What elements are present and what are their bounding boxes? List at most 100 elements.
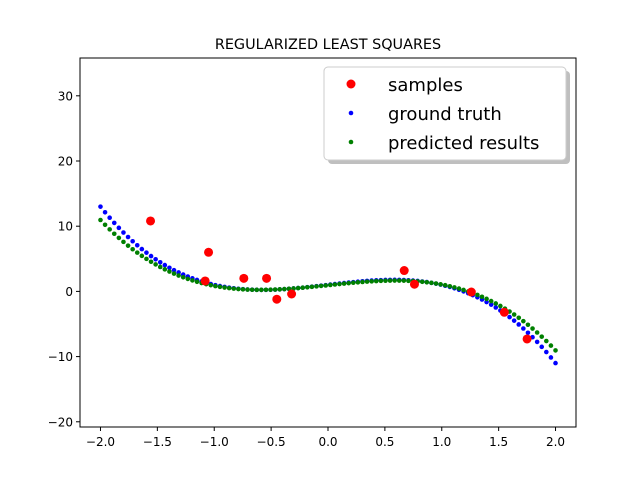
samples-point xyxy=(499,307,509,317)
predicted-results-point xyxy=(355,280,361,285)
predicted-results-point xyxy=(475,292,480,298)
ground-truth-point xyxy=(157,259,163,265)
x-tick-label: 0.5 xyxy=(375,435,394,449)
predicted-results-point xyxy=(511,312,517,317)
predicted-results-point xyxy=(452,285,457,290)
predicted-results-point xyxy=(134,250,140,255)
ground-truth-point xyxy=(102,210,108,215)
predicted-results-point xyxy=(360,279,365,285)
predicted-results-point xyxy=(530,326,535,331)
predicted-results-point xyxy=(116,235,122,241)
predicted-results-point xyxy=(277,287,283,292)
x-tick-label: 2.0 xyxy=(546,435,565,449)
predicted-results-point xyxy=(392,278,397,283)
samples-point xyxy=(409,279,419,289)
axes: −2.0 −1.5 −1.0 −0.5 0.0 0.5 1.0 1.5 2.0 −20 −10 0 10… xyxy=(48,89,565,449)
ground-truth-point xyxy=(553,360,558,366)
predicted-results-point xyxy=(309,284,315,290)
predicted-results-point xyxy=(139,253,145,259)
predicted-results-point xyxy=(300,285,306,290)
ground-truth-point xyxy=(171,267,177,273)
predicted-results-point xyxy=(144,256,149,262)
predicted-results-point xyxy=(378,278,384,284)
predicted-results-point xyxy=(148,259,154,265)
predicted-results-point xyxy=(272,287,278,292)
legend-label-predicted-results: predicted results xyxy=(388,133,539,154)
predicted-results-point xyxy=(226,285,232,291)
y-tick-label: 10 xyxy=(58,220,73,234)
ground-truth-point xyxy=(488,302,494,307)
samples-point xyxy=(200,276,210,286)
legend-marker-ground-truth xyxy=(348,110,354,116)
predicted-results-point xyxy=(332,282,338,287)
predicted-results-point xyxy=(521,318,526,324)
ground-truth-point xyxy=(134,242,140,248)
y-tick-label: 30 xyxy=(58,89,73,103)
predicted-results-point xyxy=(424,279,430,285)
samples-point xyxy=(287,289,297,299)
predicted-results-point xyxy=(180,274,186,280)
legend-marker-predicted-results xyxy=(348,139,354,145)
ground-truth-point xyxy=(167,265,172,271)
samples-point xyxy=(146,216,156,226)
ground-truth-point xyxy=(148,253,154,259)
samples-point xyxy=(272,294,282,304)
predicted-results-point xyxy=(479,294,485,300)
predicted-results-point xyxy=(548,343,554,348)
predicted-results-point xyxy=(328,282,333,288)
ground-truth-point xyxy=(525,330,531,336)
predicted-results-point xyxy=(171,271,177,276)
predicted-results-point xyxy=(438,282,443,287)
predicted-results-point xyxy=(130,246,135,252)
predicted-results-point xyxy=(254,287,260,293)
ground-truth-point xyxy=(539,344,545,350)
predicted-results-point xyxy=(350,280,356,286)
ground-truth-point xyxy=(144,250,149,255)
x-tick-label: −2.0 xyxy=(86,435,115,449)
predicted-results-point xyxy=(534,330,540,335)
predicted-results-point xyxy=(208,282,214,288)
predicted-results-point xyxy=(323,283,329,288)
ground-truth-point xyxy=(139,246,145,252)
samples-point xyxy=(239,273,249,283)
predicted-results-point xyxy=(190,278,195,283)
predicted-results-point xyxy=(484,296,489,302)
plot-area xyxy=(98,204,558,366)
predicted-results-point xyxy=(373,278,379,284)
samples-point xyxy=(204,247,214,257)
x-tick-label: −1.0 xyxy=(200,435,229,449)
predicted-results-point xyxy=(493,301,499,306)
predicted-results-point xyxy=(282,286,287,292)
ground-truth-point xyxy=(544,349,549,355)
predicted-results-point xyxy=(369,279,374,284)
predicted-results-point xyxy=(461,287,466,293)
ground-truth-point xyxy=(507,314,512,320)
ground-truth-point xyxy=(116,225,122,231)
predicted-results-point xyxy=(157,264,163,270)
predicted-results-point xyxy=(125,243,131,248)
predicted-results-point xyxy=(153,262,158,267)
predicted-results-point xyxy=(433,281,439,286)
samples-point xyxy=(399,266,409,276)
predicted-results-point xyxy=(387,278,393,283)
ground-truth-point xyxy=(548,355,554,360)
predicted-results-point xyxy=(194,279,200,285)
predicted-results-point xyxy=(107,227,112,232)
ground-truth-point xyxy=(121,230,126,235)
predicted-results-point xyxy=(525,322,531,328)
predicted-results-point xyxy=(318,283,324,289)
x-tick-label: 1.0 xyxy=(432,435,451,449)
predicted-results-point xyxy=(217,284,223,290)
predicted-results-point xyxy=(268,287,273,293)
predicted-results-point xyxy=(419,279,425,285)
predicted-results-point xyxy=(249,287,255,293)
ground-truth-point xyxy=(107,215,112,221)
predicted-results-point xyxy=(295,285,301,291)
predicted-results-point xyxy=(539,334,545,339)
predicted-results-point xyxy=(176,273,181,278)
ground-truth-point xyxy=(511,318,517,323)
predicted-results-point xyxy=(231,286,237,291)
ground-truth-point xyxy=(521,326,526,331)
predicted-results-point xyxy=(222,285,227,290)
